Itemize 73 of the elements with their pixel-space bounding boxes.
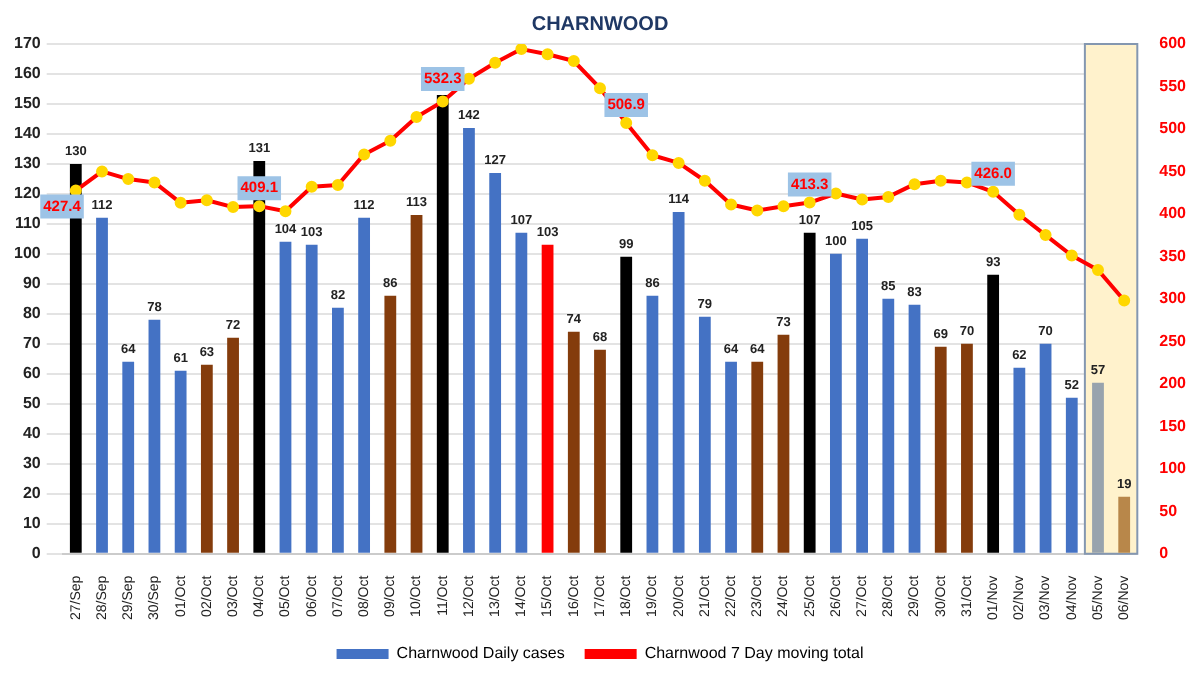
bar bbox=[122, 361, 135, 553]
y-tick-label: 110 bbox=[14, 214, 42, 233]
bar bbox=[1092, 382, 1104, 553]
y-tick-label: 70 bbox=[22, 334, 42, 353]
bar bbox=[856, 238, 868, 553]
bar bbox=[829, 253, 842, 553]
bar bbox=[672, 211, 685, 553]
bar bbox=[882, 298, 895, 553]
bar bbox=[567, 331, 580, 553]
y2-tick-label: 150 bbox=[1159, 416, 1188, 435]
y-tick-label: 140 bbox=[13, 124, 42, 143]
bar bbox=[646, 295, 659, 553]
bar bbox=[961, 343, 973, 553]
y-tick-label: 90 bbox=[22, 274, 42, 293]
y2-tick-label: 450 bbox=[1159, 161, 1188, 180]
y2-tick-label: 400 bbox=[1159, 204, 1188, 223]
chart-title: CHARNWOOD bbox=[531, 13, 669, 36]
legend-label: Charnwood Daily cases bbox=[396, 644, 565, 663]
y2-tick-label: 250 bbox=[1159, 331, 1188, 350]
bar bbox=[489, 172, 502, 553]
y-tick-label: 40 bbox=[22, 424, 42, 443]
y-tick-label: 60 bbox=[22, 364, 42, 383]
bar bbox=[594, 349, 606, 553]
legend-label: Charnwood 7 Day moving total bbox=[644, 644, 864, 663]
y2-tick-label: 200 bbox=[1159, 374, 1188, 393]
y2-tick-label: 350 bbox=[1159, 246, 1188, 265]
y-tick-label: 20 bbox=[22, 484, 42, 503]
bar bbox=[803, 232, 816, 553]
bar bbox=[174, 370, 187, 553]
bar bbox=[384, 295, 397, 553]
bar bbox=[148, 319, 161, 553]
bar bbox=[227, 337, 239, 553]
y2-tick-label: 0 bbox=[1159, 544, 1170, 563]
bar bbox=[934, 346, 947, 553]
bar bbox=[332, 307, 344, 553]
bar bbox=[541, 244, 554, 553]
bar bbox=[1039, 343, 1052, 553]
y-tick-label: 120 bbox=[13, 184, 42, 203]
bar bbox=[96, 217, 108, 553]
bar bbox=[436, 94, 449, 553]
bar bbox=[410, 214, 423, 553]
y2-tick-label: 100 bbox=[1159, 459, 1188, 478]
y2-tick-label: 300 bbox=[1159, 289, 1188, 308]
bar bbox=[698, 316, 711, 553]
y2-tick-label: 500 bbox=[1159, 119, 1188, 138]
bar bbox=[908, 304, 921, 553]
bar bbox=[305, 244, 318, 553]
y2-tick-label: 600 bbox=[1159, 34, 1188, 53]
y-tick-label: 50 bbox=[22, 394, 42, 413]
bar bbox=[1118, 496, 1131, 553]
bar bbox=[1065, 397, 1078, 553]
y-tick-label: 80 bbox=[22, 304, 42, 323]
bar bbox=[620, 256, 633, 553]
y-tick-label: 100 bbox=[13, 244, 42, 263]
bar bbox=[1013, 367, 1026, 553]
y2-tick-label: 50 bbox=[1159, 501, 1179, 520]
bar bbox=[463, 127, 475, 553]
y-tick-label: 0 bbox=[31, 544, 42, 563]
y-tick-label: 30 bbox=[22, 454, 42, 473]
bar bbox=[515, 232, 528, 553]
y-tick-label: 130 bbox=[13, 154, 42, 173]
y-tick-label: 170 bbox=[13, 34, 42, 53]
y2-tick-label: 550 bbox=[1159, 76, 1188, 95]
bar bbox=[751, 361, 764, 553]
bar bbox=[200, 364, 213, 553]
y-tick-label: 10 bbox=[22, 514, 42, 533]
bar bbox=[725, 361, 737, 553]
bar bbox=[987, 274, 1000, 553]
bar bbox=[777, 334, 790, 553]
bar bbox=[279, 241, 292, 553]
y-tick-label: 150 bbox=[13, 94, 42, 113]
y-tick-label: 160 bbox=[13, 64, 42, 83]
bar bbox=[358, 217, 371, 553]
